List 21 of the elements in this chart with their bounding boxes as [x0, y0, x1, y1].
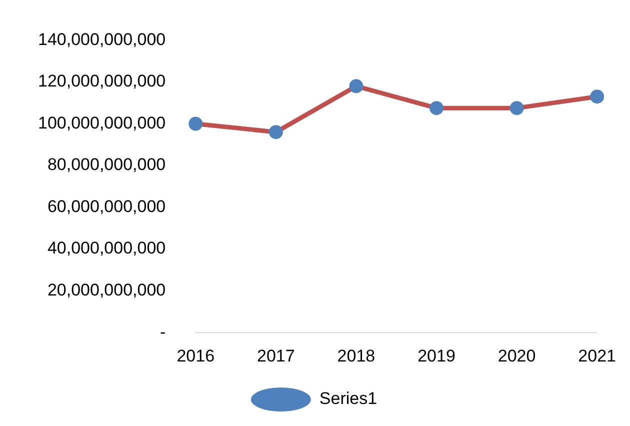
y-tick-label: 120,000,000,000	[38, 72, 166, 91]
point	[188, 116, 203, 131]
point	[590, 90, 604, 104]
x-tick-label: 2020	[498, 346, 536, 366]
legend-label: Series1	[319, 389, 378, 408]
x-tick-label: 2018	[337, 346, 376, 366]
point	[510, 101, 524, 116]
y-tick-label: 20,000,000,000	[47, 280, 166, 300]
y-tick-label: -	[160, 322, 166, 342]
y-tick-label: 40,000,000,000	[47, 238, 166, 258]
y-tick-label: 80,000,000,000	[47, 155, 166, 174]
x-tick-label: 2017	[257, 346, 295, 366]
y-tick-label: 100,000,000,000	[38, 113, 166, 132]
point	[268, 125, 283, 140]
x-tick-label: 2019	[418, 346, 456, 366]
y-tick-label: 140,000,000,000	[38, 30, 166, 49]
x-tick-label: 2021	[578, 346, 616, 366]
y-tick-label: 60,000,000,000	[47, 196, 166, 216]
point	[430, 101, 444, 116]
x-tick-label: 2016	[176, 346, 215, 366]
point	[349, 79, 364, 94]
